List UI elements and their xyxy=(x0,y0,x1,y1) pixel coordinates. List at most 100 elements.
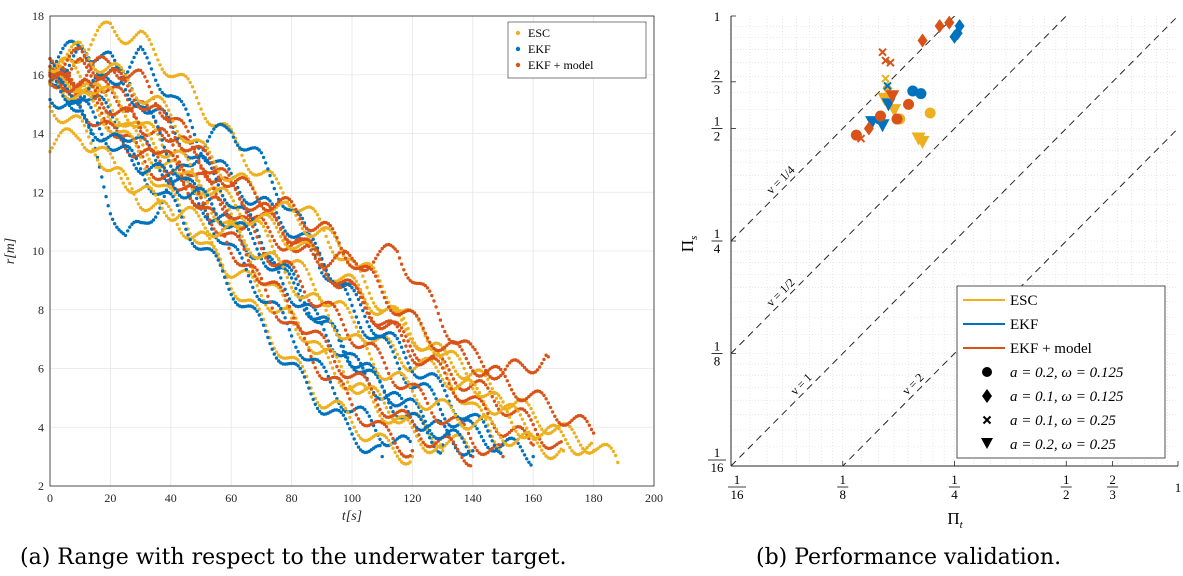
range-point xyxy=(333,304,337,309)
range-point xyxy=(292,272,296,276)
range-point xyxy=(322,328,326,332)
range-point xyxy=(434,357,438,361)
range-point xyxy=(253,301,257,305)
range-point xyxy=(225,188,229,193)
range-point xyxy=(259,318,264,322)
range-point xyxy=(473,422,477,426)
perf-y-tick-label: 18 xyxy=(711,339,723,369)
range-point xyxy=(406,380,410,384)
range-point xyxy=(477,430,481,435)
range-point xyxy=(380,417,384,421)
range-point xyxy=(162,194,166,199)
range-point xyxy=(82,146,87,150)
range-point xyxy=(100,132,104,136)
range-point xyxy=(354,354,358,359)
range-point xyxy=(404,272,408,277)
range-point xyxy=(346,292,350,296)
range-point xyxy=(186,180,190,184)
range-point xyxy=(240,200,244,205)
range-point xyxy=(380,384,384,388)
range-point xyxy=(266,335,270,340)
range-point xyxy=(346,306,350,310)
range-point xyxy=(324,272,328,277)
range-point xyxy=(302,301,307,305)
range-point xyxy=(585,419,589,424)
range-point xyxy=(296,350,300,354)
range-point xyxy=(264,161,268,165)
range-point xyxy=(205,174,210,179)
range-point xyxy=(611,449,616,454)
range-point xyxy=(350,315,354,319)
range-point xyxy=(195,96,199,100)
range-point xyxy=(61,60,65,64)
range-point xyxy=(309,301,313,306)
range-point xyxy=(87,93,91,97)
range-point xyxy=(188,238,192,242)
range-point xyxy=(272,186,276,191)
range-point xyxy=(160,133,164,138)
range-point xyxy=(525,396,529,401)
range-point xyxy=(328,361,333,365)
range-point xyxy=(259,246,264,251)
range-point xyxy=(233,186,238,191)
range-point xyxy=(93,153,98,157)
range-point xyxy=(126,93,130,97)
range-point xyxy=(320,271,324,275)
range-point xyxy=(272,311,276,315)
range-point xyxy=(374,405,378,409)
range-point xyxy=(56,134,61,138)
range-point xyxy=(274,301,279,305)
range-point xyxy=(186,77,190,81)
range-point xyxy=(151,47,156,51)
performance-point-diamond xyxy=(917,33,928,48)
range-point xyxy=(166,133,171,138)
range-point xyxy=(113,91,117,95)
range-point xyxy=(128,65,132,69)
range-point xyxy=(115,95,119,99)
legend-ekf-model-label: EKF + model xyxy=(528,58,594,72)
range-point xyxy=(343,386,348,390)
range-point xyxy=(177,133,182,138)
range-point xyxy=(473,383,477,387)
range-point xyxy=(95,86,100,90)
range-y-tick-label: 18 xyxy=(32,9,44,23)
range-point xyxy=(445,364,449,368)
range-point xyxy=(156,197,160,201)
range-point xyxy=(358,325,363,330)
range-point xyxy=(274,225,279,230)
range-point xyxy=(205,146,210,150)
range-point xyxy=(117,37,121,41)
range-point xyxy=(378,392,382,397)
range-point xyxy=(376,389,380,393)
range-axes-box xyxy=(49,15,655,487)
range-point xyxy=(384,366,389,370)
range-tick-labels: 0 20 40 60 80 100 120 140 160 180 2002468101214161… xyxy=(32,9,663,505)
range-point xyxy=(225,281,229,286)
range-point xyxy=(117,171,121,175)
range-point xyxy=(141,143,145,147)
range-point xyxy=(369,395,374,399)
performance-point-circle xyxy=(875,110,887,122)
range-point xyxy=(501,439,505,443)
range-point xyxy=(317,229,322,233)
range-point xyxy=(434,447,438,451)
range-point xyxy=(244,163,248,168)
range-point xyxy=(514,429,518,433)
range-point xyxy=(236,143,240,147)
range-point xyxy=(326,263,330,268)
range-point xyxy=(497,400,501,405)
range-point xyxy=(76,82,80,87)
range-point xyxy=(337,359,341,364)
range-point xyxy=(255,309,259,313)
range-point xyxy=(350,303,354,308)
range-point xyxy=(281,311,285,315)
range-point xyxy=(540,361,544,366)
range-point xyxy=(346,251,350,255)
range-point xyxy=(52,142,56,146)
range-point xyxy=(236,234,240,239)
range-point xyxy=(277,282,281,287)
range-point xyxy=(257,148,261,152)
range-point xyxy=(516,437,520,441)
range-point xyxy=(274,217,279,221)
range-point xyxy=(343,287,348,292)
